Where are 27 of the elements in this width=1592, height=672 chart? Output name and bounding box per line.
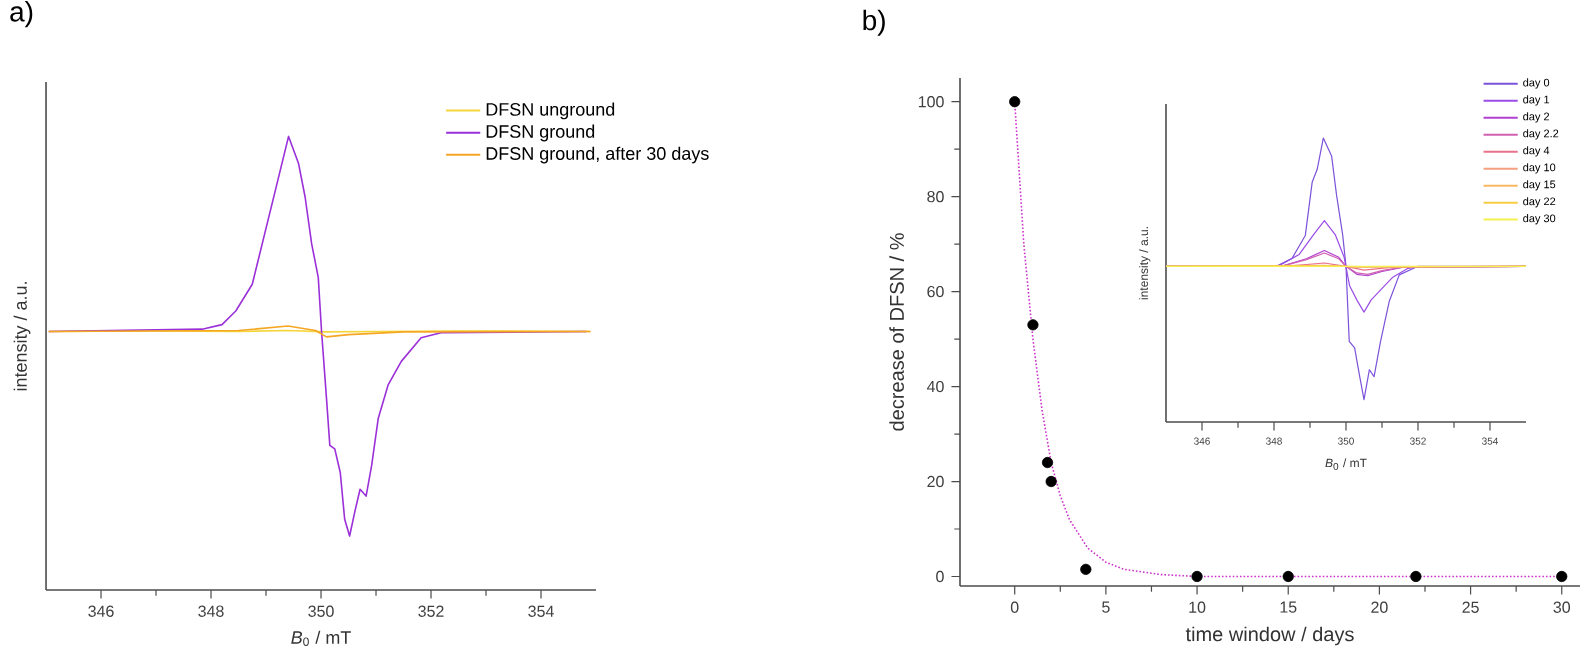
x-tick-label: 5 (1102, 601, 1110, 613)
chart-title: a) (10, 1, 33, 28)
y-axis-title: intensity / a.u. (13, 282, 31, 391)
x-tick-label: 15 (1280, 601, 1297, 613)
y-tick-label: 100 (918, 96, 944, 108)
x-axis-title: B$_{0}$ / mT (291, 630, 351, 646)
x-tick-label: 10 (1189, 601, 1206, 613)
x-axis-title: time window / days (1185, 626, 1354, 646)
y-tick-label: 80 (927, 191, 944, 203)
x-tick-label: 348 (198, 605, 224, 617)
legend-label: DFSN unground (486, 102, 615, 120)
x-tick-label: 0 (1010, 601, 1019, 613)
x-tick-label: 346 (88, 605, 114, 617)
x-tick-label: 20 (1371, 601, 1388, 613)
x-tick-label: 352 (418, 605, 444, 617)
y-tick-label: 40 (926, 380, 944, 393)
legend-label: DFSN ground (486, 124, 595, 142)
x-tick-label: 25 (1462, 601, 1479, 613)
legend-label: DFSN ground, after 30 days (486, 146, 709, 164)
x-tick-label: 354 (528, 605, 554, 617)
x-tick-label: 350 (308, 605, 334, 617)
y-tick-label: 0 (936, 570, 944, 583)
x-tick-label: 30 (1553, 601, 1571, 613)
y-axis-title: decrease of DFSN / % (889, 233, 904, 431)
y-tick-label: 20 (927, 475, 944, 488)
chart-title: b) (863, 9, 885, 36)
y-tick-label: 60 (927, 285, 944, 298)
